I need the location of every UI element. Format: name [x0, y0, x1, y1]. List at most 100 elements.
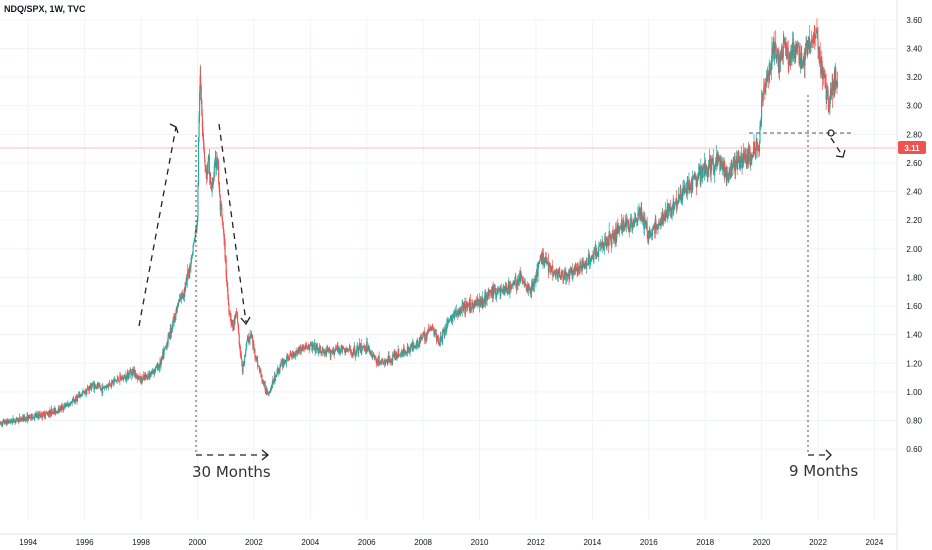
candle-body	[36, 413, 38, 416]
candle-body	[40, 415, 42, 417]
candle-body	[494, 287, 496, 290]
candle-body	[187, 271, 189, 273]
candle-body	[80, 395, 82, 396]
candle-body	[372, 353, 374, 358]
candle-body	[317, 349, 319, 353]
candle-body	[337, 349, 340, 351]
candle-body	[808, 37, 810, 43]
candle-body	[538, 262, 540, 264]
candle-body	[692, 176, 694, 178]
candle-body	[752, 147, 755, 157]
candle-body	[579, 264, 581, 269]
candle-body	[526, 287, 528, 291]
candle-body	[422, 337, 424, 339]
candle-body	[75, 396, 77, 402]
y-tick-label: 2.00	[906, 245, 922, 254]
candle-body	[754, 141, 756, 154]
candle-body	[52, 412, 54, 414]
candle-body	[771, 48, 773, 69]
candle-body	[136, 375, 138, 377]
candle-body	[749, 146, 751, 152]
candle-body	[561, 271, 564, 274]
candle-body	[528, 287, 530, 289]
candle-body	[743, 150, 745, 154]
candle-body	[251, 333, 253, 338]
candle-body	[552, 266, 554, 277]
candle-body	[563, 275, 565, 281]
candle-body	[131, 369, 133, 376]
candle-body	[630, 217, 632, 220]
candle-body	[711, 162, 713, 166]
candle-body	[604, 237, 606, 240]
candle-body	[442, 330, 444, 340]
candle-body	[793, 44, 795, 59]
candle-body	[480, 297, 482, 307]
candle-body	[668, 205, 670, 210]
candle-body	[192, 245, 194, 254]
candle-body	[447, 321, 449, 325]
candle-body	[653, 225, 655, 228]
candle-body	[476, 301, 478, 305]
candle-body	[379, 363, 381, 366]
candle-body	[49, 409, 51, 415]
candle-body	[264, 384, 266, 392]
candle-body	[244, 354, 246, 357]
candle-body	[226, 281, 228, 288]
candle-body	[732, 164, 734, 167]
candle-body	[31, 418, 34, 419]
candle-body	[655, 218, 657, 227]
candle-body	[399, 354, 401, 356]
candle-body	[512, 284, 514, 287]
candle-body	[507, 284, 509, 294]
candle-body	[573, 270, 575, 272]
candle-body	[661, 213, 663, 223]
candle-body	[703, 168, 705, 170]
candle-body	[836, 81, 839, 87]
candle-body	[494, 289, 496, 294]
x-tick-label: 2024	[866, 538, 884, 547]
candle-body	[138, 376, 140, 379]
candle-body	[318, 348, 320, 352]
candle-body	[340, 349, 342, 353]
candle-body	[7, 421, 9, 423]
candle-body	[603, 246, 605, 251]
candle-body	[366, 341, 368, 351]
candle-body	[540, 255, 542, 258]
candle-body	[539, 255, 541, 261]
candle-body	[406, 346, 408, 354]
candle-body	[644, 217, 646, 221]
candle-body	[2, 420, 4, 426]
candle-body	[650, 233, 652, 236]
candle-body	[62, 407, 65, 410]
candle-body	[264, 382, 266, 385]
candle-body	[113, 379, 116, 382]
candle-body	[218, 165, 220, 184]
candle-body	[652, 229, 654, 236]
candle-body	[337, 345, 339, 351]
candle-body	[174, 319, 176, 321]
candle-body	[455, 314, 457, 316]
candle-body	[279, 366, 281, 373]
candle-body	[717, 158, 719, 166]
candle-body	[510, 286, 513, 289]
candle-body	[767, 71, 769, 76]
candle-body	[788, 54, 790, 64]
candle-body	[275, 376, 277, 381]
candle-body	[826, 90, 828, 100]
candle-body	[241, 359, 243, 367]
candle-body	[442, 330, 444, 332]
candle-body	[397, 354, 399, 357]
candle-body	[320, 348, 322, 353]
candle-body	[184, 284, 187, 291]
candle-body	[35, 414, 37, 417]
candle-body	[209, 172, 212, 184]
annotation-30-months: 30 Months	[192, 463, 271, 481]
candle-body	[177, 305, 179, 307]
candle-body	[400, 352, 402, 355]
candle-body	[66, 403, 68, 407]
candle-body	[477, 305, 479, 307]
candle-body	[267, 391, 269, 393]
candle-body	[500, 287, 502, 291]
candle-body	[611, 233, 613, 246]
